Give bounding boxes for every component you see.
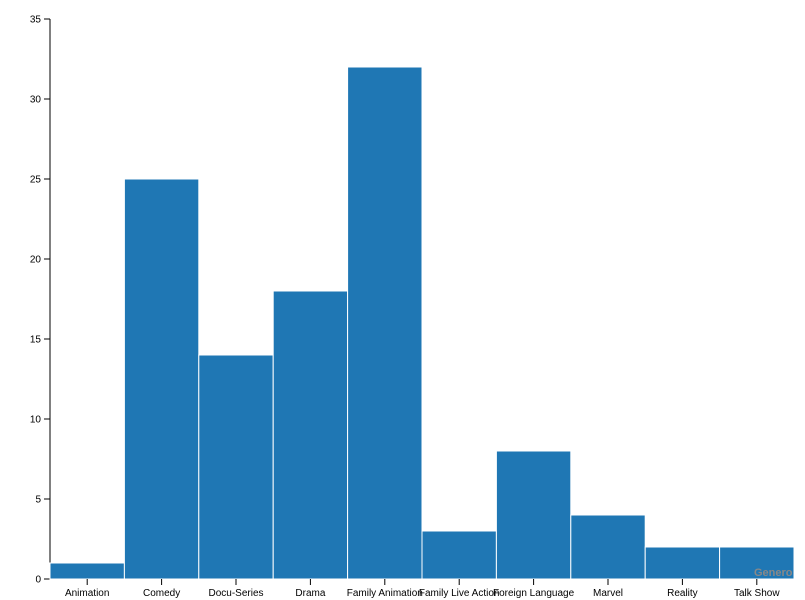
- y-tick-label: 15: [30, 335, 42, 346]
- y-tick-label: 20: [30, 255, 42, 266]
- bar: [272, 290, 349, 580]
- x-tick-label: Docu-Series: [208, 588, 263, 599]
- y-tick-label: 35: [30, 15, 42, 26]
- bar: [123, 178, 200, 580]
- x-tick-label: Comedy: [143, 588, 180, 599]
- x-tick-label: Family Live Action: [419, 588, 500, 599]
- bar: [495, 450, 572, 580]
- bar: [644, 546, 721, 580]
- x-axis-label: Genero: [754, 567, 793, 579]
- x-tick-label: Foreign Language: [493, 588, 575, 599]
- bar: [347, 66, 423, 580]
- x-tick-label: Family Animation: [347, 588, 423, 599]
- x-tick-label: Talk Show: [734, 588, 780, 599]
- x-tick-label: Drama: [295, 588, 325, 599]
- y-tick-label: 0: [35, 575, 41, 586]
- y-tick-label: 30: [30, 95, 42, 106]
- bar: [421, 530, 497, 580]
- bar: [719, 546, 795, 580]
- y-tick-label: 10: [30, 415, 42, 426]
- x-tick-label: Animation: [65, 588, 109, 599]
- bar: [570, 514, 646, 580]
- y-tick-label: 5: [35, 495, 41, 506]
- y-tick-label: 25: [30, 175, 42, 186]
- x-tick-label: Marvel: [593, 588, 623, 599]
- bar: [198, 354, 274, 580]
- bar: [49, 562, 125, 580]
- x-tick-label: Reality: [667, 588, 698, 599]
